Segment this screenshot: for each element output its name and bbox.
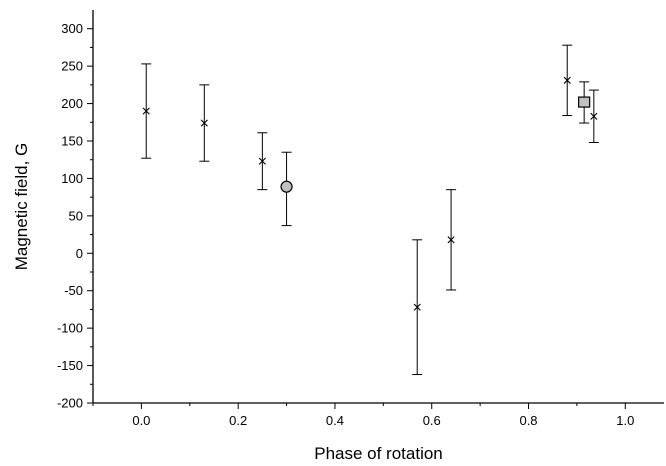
x-tick-label: 0.6 bbox=[423, 413, 441, 428]
x-tick-label: 0.8 bbox=[519, 413, 537, 428]
y-axis-label: Magnetic field, G bbox=[12, 143, 31, 271]
axes bbox=[92, 10, 664, 404]
x-tick-label: 0.2 bbox=[229, 413, 247, 428]
y-tick-label: 250 bbox=[61, 59, 83, 74]
square-marker bbox=[578, 96, 591, 108]
y-tick-label: -150 bbox=[57, 358, 83, 373]
cross-marker bbox=[258, 157, 266, 165]
data-point-circle bbox=[280, 151, 293, 227]
circle-marker bbox=[280, 180, 293, 193]
cross-marker bbox=[200, 119, 208, 127]
data-point-cross bbox=[199, 84, 210, 162]
cross-marker bbox=[590, 112, 598, 120]
y-tick-label: 150 bbox=[61, 134, 83, 149]
y-tick-label: 200 bbox=[61, 96, 83, 111]
cross-marker bbox=[563, 76, 571, 84]
data-point-square bbox=[578, 81, 591, 124]
cross-marker bbox=[142, 107, 150, 115]
y-tick-label: -50 bbox=[64, 283, 83, 298]
y-ticks: -200 -150 -100 -50 0 50 100 150 200 250 300 bbox=[57, 21, 93, 411]
data-point-cross bbox=[257, 132, 268, 191]
data-point-cross bbox=[446, 189, 457, 291]
data-point-cross bbox=[412, 239, 423, 376]
x-ticks: 0.0 0.2 0.4 0.6 0.8 1.0 bbox=[92, 403, 634, 428]
x-tick-label: 1.0 bbox=[616, 413, 634, 428]
y-tick-label: 300 bbox=[61, 21, 83, 36]
cross-marker bbox=[447, 236, 455, 244]
x-axis-label: Phase of rotation bbox=[314, 444, 443, 463]
cross-marker bbox=[413, 303, 421, 311]
data-marks bbox=[141, 44, 599, 376]
data-point-cross bbox=[562, 44, 573, 117]
data-point-cross bbox=[141, 63, 152, 159]
x-tick-label: 0.0 bbox=[132, 413, 150, 428]
y-tick-label: -200 bbox=[57, 396, 83, 411]
data-point-cross bbox=[588, 89, 599, 143]
y-tick-label: -100 bbox=[57, 321, 83, 336]
y-tick-label: 0 bbox=[76, 246, 83, 261]
y-tick-label: 100 bbox=[61, 171, 83, 186]
y-tick-label: 50 bbox=[69, 208, 83, 223]
x-tick-label: 0.4 bbox=[326, 413, 344, 428]
